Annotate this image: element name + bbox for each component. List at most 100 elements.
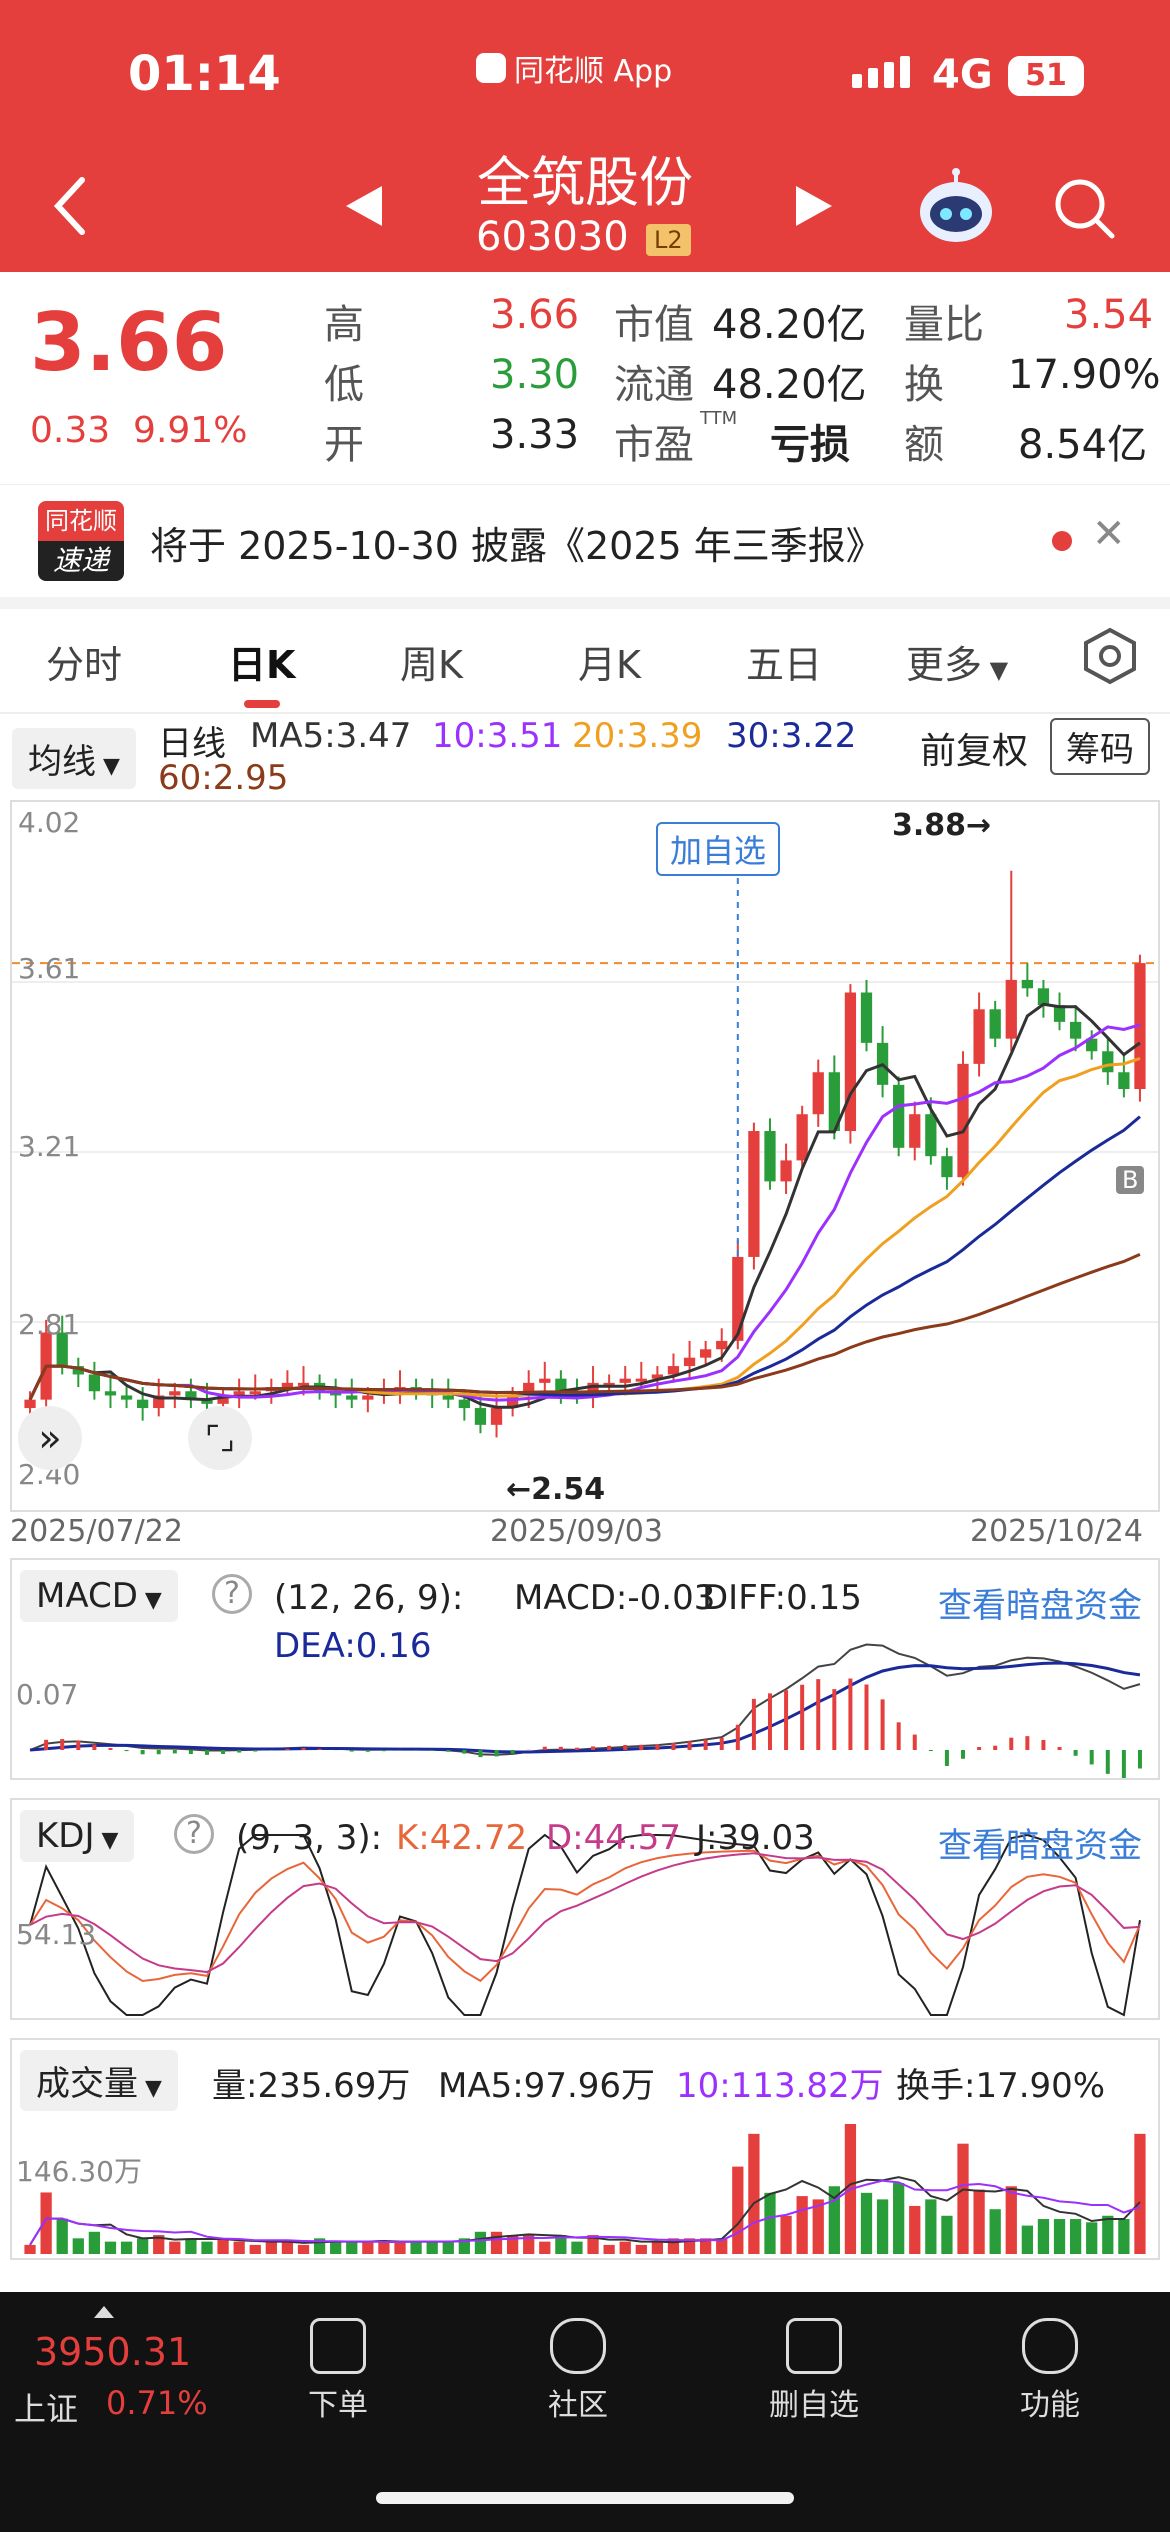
volume-bar — [1053, 2219, 1066, 2254]
candle-body — [989, 1009, 1001, 1039]
next-stock-icon[interactable] — [796, 186, 832, 226]
dark-pool-link[interactable]: 查看暗盘资金 — [938, 1586, 1142, 1626]
ma10-legend: 10:3.51 — [432, 716, 563, 756]
current-price: 3.66 — [30, 296, 228, 389]
index-percent: 0.71% — [106, 2384, 208, 2422]
candle-body — [474, 1408, 487, 1425]
candle-body — [587, 1382, 599, 1396]
add-watch-marker: 加自选 — [656, 822, 781, 876]
j-value: J:39.03 — [696, 1818, 815, 1858]
chips-button[interactable]: 筹码 — [1050, 718, 1150, 775]
amount-value: 8.54亿 — [1018, 422, 1148, 468]
back-icon[interactable] — [50, 176, 90, 236]
volume-panel[interactable]: 成交量 ▼ 量:235.69万 MA5:97.96万 10:113.82万 换手… — [10, 2038, 1160, 2260]
candle-body — [1037, 988, 1050, 1006]
volume-bar — [812, 2199, 824, 2254]
tab-five-day[interactable]: 五日 — [746, 643, 823, 687]
nav-remove-watch[interactable]: 删自选 — [734, 2300, 894, 2424]
volume-bar — [925, 2199, 937, 2254]
volume-bar — [957, 2143, 969, 2254]
search-icon[interactable] — [1052, 176, 1116, 240]
candle-body — [442, 1395, 454, 1400]
dea-line — [29, 1661, 1141, 1754]
chevron-down-icon: ▼ — [982, 656, 1009, 684]
ma-select-label: 均线 — [28, 742, 96, 782]
kdj-select[interactable]: KDJ ▼ — [20, 1810, 135, 1862]
volume-bar — [941, 2215, 953, 2254]
diff-value: DIFF:0.15 — [702, 1578, 862, 1618]
tab-intraday[interactable]: 分时 — [46, 643, 123, 687]
tab-monthly-k[interactable]: 月K — [578, 643, 641, 687]
stock-title: 全筑股份 — [477, 151, 693, 214]
j-line — [29, 1833, 1141, 2017]
volume-bar — [1134, 2133, 1146, 2254]
app-logo-icon — [476, 53, 506, 83]
dark-pool-link-kdj[interactable]: 查看暗盘资金 — [938, 1826, 1142, 1866]
pe-label: 市盈 — [614, 422, 694, 468]
tab-daily-k[interactable]: 日K — [228, 643, 296, 687]
candle-body — [120, 1395, 133, 1400]
date-mid: 2025/09/03 — [490, 1514, 663, 1549]
volume-bar — [185, 2238, 197, 2254]
volume-bar — [169, 2241, 181, 2254]
candle-body — [860, 992, 873, 1043]
candle-body — [764, 1131, 776, 1182]
volume-bar — [1086, 2222, 1098, 2254]
index-value[interactable]: 3950.31 — [34, 2330, 192, 2374]
turnover-value: 17.90% — [1008, 352, 1161, 398]
candle-body — [1102, 1051, 1114, 1073]
date-end: 2025/10/24 — [970, 1514, 1143, 1549]
ma30-legend: 30:3.22 — [726, 716, 857, 756]
tab-more[interactable]: 更多 ▼ — [906, 634, 1008, 689]
index-name: 上证 — [14, 2390, 79, 2428]
ma-select[interactable]: 均线 ▼ — [12, 728, 136, 789]
volume-bar — [120, 2241, 133, 2254]
volume-bar — [88, 2231, 101, 2254]
chevron-down-icon: ▼ — [137, 1588, 162, 1613]
kdj-y-label: 54.13 — [16, 1918, 97, 1951]
volume-bar — [233, 2241, 245, 2254]
macd-y-label: 0.07 — [16, 1678, 79, 1711]
adjust-select[interactable]: 前复权 — [920, 731, 1029, 772]
float-label: 流通 — [614, 362, 694, 408]
ma5-line — [28, 1002, 1141, 1409]
price-change: 0.33 9.91% — [30, 410, 247, 451]
volume-bar — [104, 2241, 117, 2254]
help-icon[interactable]: ? — [174, 1814, 214, 1854]
prev-stock-icon[interactable] — [346, 186, 382, 226]
k-line — [29, 1849, 1141, 1983]
candle-body — [957, 1063, 969, 1178]
macd-value: MACD:-0.03 — [514, 1578, 716, 1618]
nav-order[interactable]: 下单 — [258, 2300, 418, 2424]
nav-community[interactable]: 社区 — [498, 2300, 658, 2424]
candle-body — [780, 1160, 792, 1182]
close-icon[interactable]: ✕ — [1092, 511, 1126, 557]
volume-select[interactable]: 成交量 ▼ — [20, 2050, 178, 2111]
expand-up-icon[interactable] — [94, 2306, 114, 2318]
tab-weekly-k[interactable]: 周K — [400, 643, 463, 687]
news-badge: 同花顺 速递 — [38, 501, 124, 581]
macd-select[interactable]: MACD ▼ — [20, 1570, 178, 1622]
volume-ratio-value: 3.54 — [1064, 292, 1154, 338]
volume-bar — [410, 2241, 422, 2254]
macd-panel[interactable]: MACD ▼ ? (12, 26, 9): MACD:-0.03 DIFF:0.… — [10, 1558, 1160, 1780]
minus-box-icon — [786, 2318, 842, 2374]
fullscreen-icon[interactable]: ⌜⌟ — [188, 1406, 252, 1470]
expand-left-icon[interactable]: » — [18, 1406, 82, 1470]
kdj-panel[interactable]: KDJ ▼ ? (9, 3, 3): K:42.72 D:44.57 J:39.… — [10, 1798, 1160, 2020]
candle-body — [490, 1408, 503, 1425]
candle-body — [539, 1378, 551, 1383]
notice-banner[interactable]: 同花顺 速递 将于 2025-10-30 披露《2025 年三季报》 ✕ — [0, 484, 1170, 609]
volume-bar — [571, 2241, 583, 2254]
help-icon[interactable]: ? — [212, 1574, 252, 1614]
status-time: 01:14 — [128, 46, 281, 102]
unread-dot-icon — [1052, 531, 1072, 551]
volume-bar — [635, 2244, 647, 2254]
settings-hex-icon[interactable] — [1080, 626, 1140, 686]
volume-bar — [56, 2218, 68, 2254]
volume-bar — [1021, 2225, 1033, 2254]
kline-chart[interactable]: 4.02 3.61 3.21 2.81 2.40 加自选 3.88→ ←2.54… — [10, 800, 1160, 1512]
nav-functions[interactable]: 功能 — [970, 2300, 1130, 2424]
robot-assistant-icon[interactable] — [916, 168, 996, 248]
volume-y-label: 146.30万 — [16, 2155, 142, 2188]
